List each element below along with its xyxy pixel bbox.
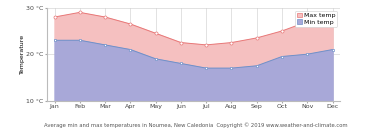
- Y-axis label: Temperature: Temperature: [20, 34, 25, 74]
- Legend: Max temp, Min temp: Max temp, Min temp: [295, 11, 337, 27]
- Text: Average min and max temperatures in Noumea, New Caledonia  Copyright © 2019 www.: Average min and max temperatures in Noum…: [44, 122, 347, 128]
